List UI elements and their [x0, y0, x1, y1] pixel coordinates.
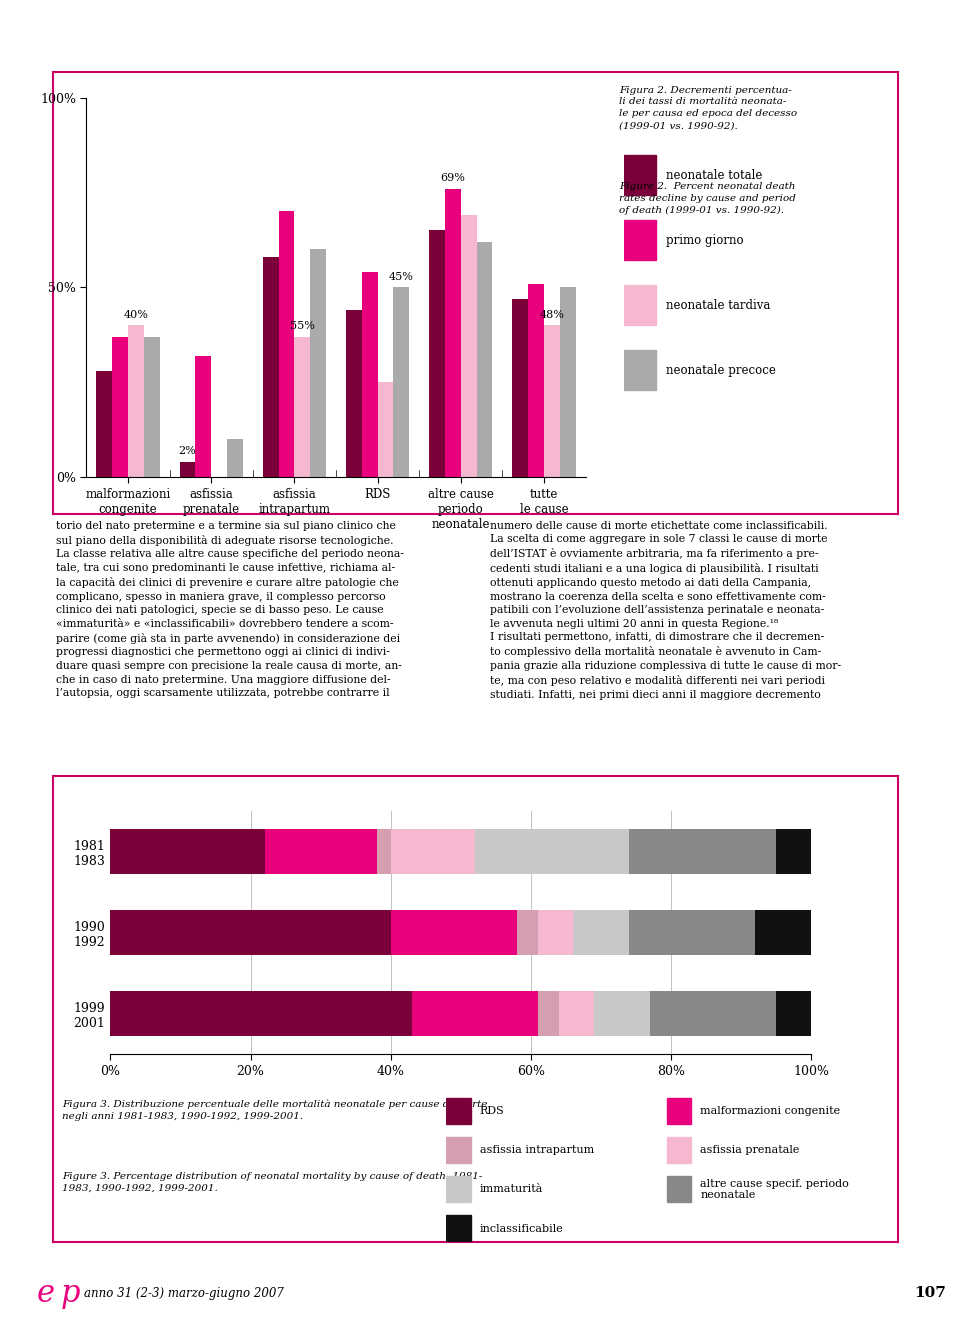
Bar: [513, 299, 528, 477]
Text: ARTICOLI: ARTICOLI: [852, 16, 946, 34]
Text: primo giorno: primo giorno: [666, 233, 744, 246]
Bar: [196, 356, 211, 477]
Bar: [412, 991, 538, 1036]
Bar: [446, 1098, 470, 1124]
Bar: [128, 326, 144, 477]
Text: Figure 3. Percentage distribution of neonatal mortality by cause of death, 1981-: Figure 3. Percentage distribution of neo…: [62, 1172, 483, 1193]
Bar: [377, 382, 394, 477]
Bar: [776, 991, 811, 1036]
Bar: [629, 911, 756, 954]
Text: 48%: 48%: [540, 310, 564, 319]
Bar: [446, 1176, 470, 1202]
Bar: [624, 351, 657, 390]
Bar: [394, 287, 409, 477]
Text: e: e: [36, 1278, 55, 1309]
Text: neonatale precoce: neonatale precoce: [666, 364, 777, 377]
Text: neonatale tardiva: neonatale tardiva: [666, 299, 771, 312]
Text: 45%: 45%: [389, 272, 414, 282]
Bar: [391, 911, 516, 954]
Bar: [112, 336, 128, 477]
Text: anno 31 (2-3) marzo-giugno 2007: anno 31 (2-3) marzo-giugno 2007: [84, 1286, 284, 1300]
Text: numero delle cause di morte etichettate come inclassificabili.
La scelta di come: numero delle cause di morte etichettate …: [490, 521, 841, 700]
Text: 107: 107: [914, 1286, 946, 1301]
Bar: [310, 249, 326, 477]
Bar: [667, 1176, 691, 1202]
Bar: [461, 215, 476, 477]
Text: asfissia prenatale: asfissia prenatale: [701, 1145, 800, 1155]
Bar: [650, 991, 776, 1036]
Bar: [560, 287, 576, 477]
Text: Figure 2.  Percent neonatal death
rates decline by cause and period
of death (19: Figure 2. Percent neonatal death rates d…: [619, 182, 796, 215]
Text: immaturità: immaturità: [480, 1185, 543, 1194]
Bar: [391, 829, 475, 874]
Bar: [559, 991, 594, 1036]
Bar: [624, 285, 657, 326]
Text: 55%: 55%: [290, 322, 315, 331]
Bar: [227, 439, 243, 477]
Bar: [528, 283, 544, 477]
Bar: [667, 1137, 691, 1164]
Bar: [538, 911, 573, 954]
Bar: [594, 991, 650, 1036]
Bar: [573, 911, 629, 954]
Bar: [475, 829, 629, 874]
Bar: [544, 326, 560, 477]
Bar: [446, 1137, 470, 1164]
Bar: [278, 211, 295, 477]
Bar: [629, 829, 776, 874]
Text: altre cause specif. periodo
neonatale: altre cause specif. periodo neonatale: [701, 1178, 849, 1201]
Text: Figura 3. Distribuzione percentuale delle mortalità neonatale per cause di morte: Figura 3. Distribuzione percentuale dell…: [62, 1099, 488, 1120]
Bar: [362, 272, 377, 477]
Text: torio del nato pretermine e a termine sia sul piano clinico che
sul piano della : torio del nato pretermine e a termine si…: [56, 521, 403, 699]
Text: 69%: 69%: [441, 173, 466, 183]
Bar: [376, 829, 391, 874]
Bar: [624, 220, 657, 260]
Bar: [96, 370, 112, 477]
Text: malformazioni congenite: malformazioni congenite: [701, 1106, 840, 1116]
Bar: [265, 829, 376, 874]
Bar: [538, 991, 559, 1036]
Bar: [110, 991, 412, 1036]
Bar: [756, 911, 811, 954]
Text: p: p: [60, 1278, 80, 1309]
Bar: [667, 1098, 691, 1124]
Text: RDS: RDS: [480, 1106, 504, 1116]
Bar: [110, 829, 265, 874]
Bar: [446, 1215, 470, 1242]
Bar: [476, 241, 492, 477]
Bar: [180, 461, 196, 477]
Bar: [110, 911, 391, 954]
Bar: [144, 336, 159, 477]
Bar: [295, 336, 310, 477]
Text: inclassificabile: inclassificabile: [480, 1223, 564, 1234]
Bar: [516, 911, 538, 954]
Text: Figura 2. Decrementi percentua-
li dei tassi di mortalità neonata-
le per causa : Figura 2. Decrementi percentua- li dei t…: [619, 86, 798, 130]
Text: 2%: 2%: [179, 447, 197, 456]
Text: asfissia intrapartum: asfissia intrapartum: [480, 1145, 594, 1155]
Text: 40%: 40%: [124, 310, 149, 319]
Bar: [624, 156, 657, 195]
Text: neonatale totale: neonatale totale: [666, 169, 763, 182]
Bar: [445, 188, 461, 477]
Bar: [776, 829, 811, 874]
Bar: [429, 231, 445, 477]
Bar: [263, 257, 278, 477]
Bar: [346, 310, 362, 477]
